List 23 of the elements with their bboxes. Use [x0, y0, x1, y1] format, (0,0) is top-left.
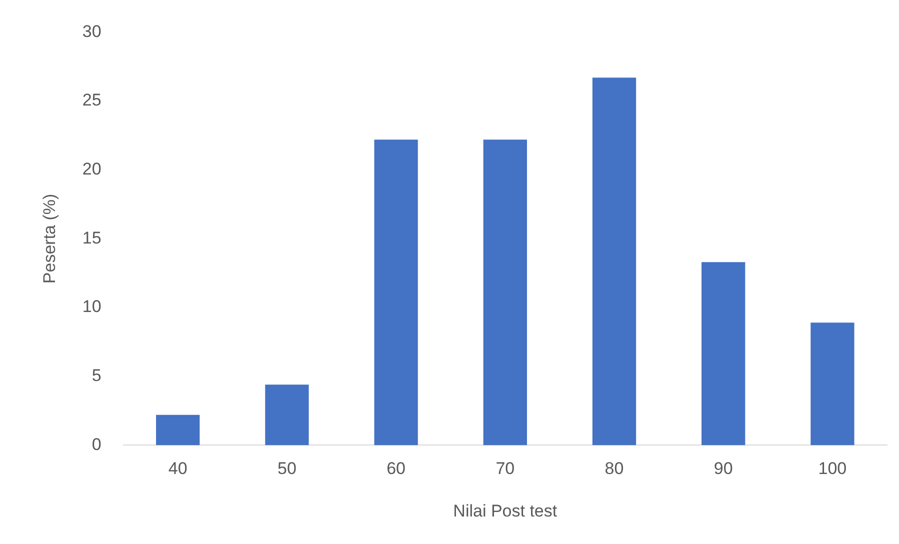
x-tick-label: 40: [168, 459, 188, 478]
x-tick-label: 100: [818, 459, 847, 478]
y-tick-label: 10: [82, 297, 102, 316]
y-tick-label: 25: [82, 90, 102, 110]
y-tick-label: 30: [82, 22, 102, 41]
bar: [483, 140, 527, 446]
x-tick-label: 60: [386, 459, 406, 478]
x-axis-title: Nilai Post test: [453, 501, 558, 520]
bar: [592, 78, 636, 446]
bar: [702, 262, 746, 446]
y-axis-title: Peserta (%): [40, 194, 59, 284]
x-tick-label: 70: [496, 459, 515, 478]
y-tick-label: 15: [82, 228, 102, 248]
y-tick-label: 20: [82, 160, 102, 179]
bar: [265, 384, 309, 446]
bar: [374, 140, 418, 446]
y-tick-label: 0: [92, 434, 102, 454]
y-tick-label: 5: [92, 366, 102, 386]
x-tick-label: 50: [277, 459, 296, 478]
bar: [810, 322, 854, 446]
x-tick-label: 80: [604, 459, 624, 478]
bar: [156, 414, 200, 446]
x-tick-label: 90: [714, 459, 733, 478]
